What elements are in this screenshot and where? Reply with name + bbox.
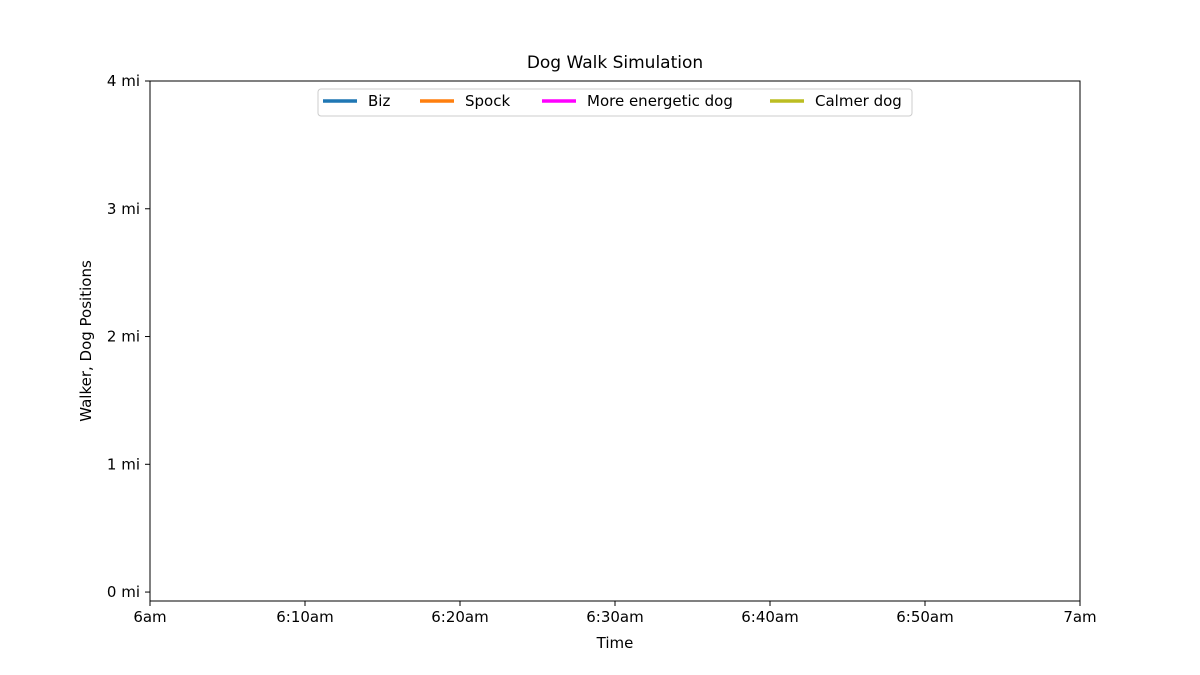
y-tick-label: 0 mi — [107, 583, 140, 601]
x-axis: 6am 6:10am 6:20am 6:30am 6:40am 6:50am 7am — [133, 601, 1097, 626]
legend-label: Spock — [465, 92, 510, 110]
x-axis-label: Time — [596, 634, 634, 652]
legend-label: Biz — [368, 92, 390, 110]
chart-title: Dog Walk Simulation — [527, 53, 703, 73]
legend-label: More energetic dog — [587, 92, 733, 110]
x-tick-label: 6:10am — [276, 608, 334, 626]
legend-label: Calmer dog — [815, 92, 902, 110]
x-tick-label: 6am — [133, 608, 166, 626]
y-axis-label: Walker, Dog Positions — [77, 260, 95, 422]
legend: Biz Spock More energetic dog Calmer dog — [317, 88, 913, 117]
y-tick-label: 3 mi — [107, 200, 140, 218]
y-tick-label: 2 mi — [107, 328, 140, 346]
x-tick-label: 7am — [1063, 608, 1096, 626]
y-axis: 0 mi 1 mi 2 mi 3 mi 4 mi — [107, 72, 150, 601]
x-tick-label: 6:50am — [896, 608, 954, 626]
legend-frame — [317, 88, 913, 117]
plot-area — [149, 80, 1081, 602]
x-tick-label: 6:20am — [431, 608, 489, 626]
x-tick-label: 6:30am — [586, 608, 644, 626]
y-tick-label: 4 mi — [107, 72, 140, 90]
x-tick-label: 6:40am — [741, 608, 799, 626]
y-tick-label: 1 mi — [107, 455, 140, 473]
